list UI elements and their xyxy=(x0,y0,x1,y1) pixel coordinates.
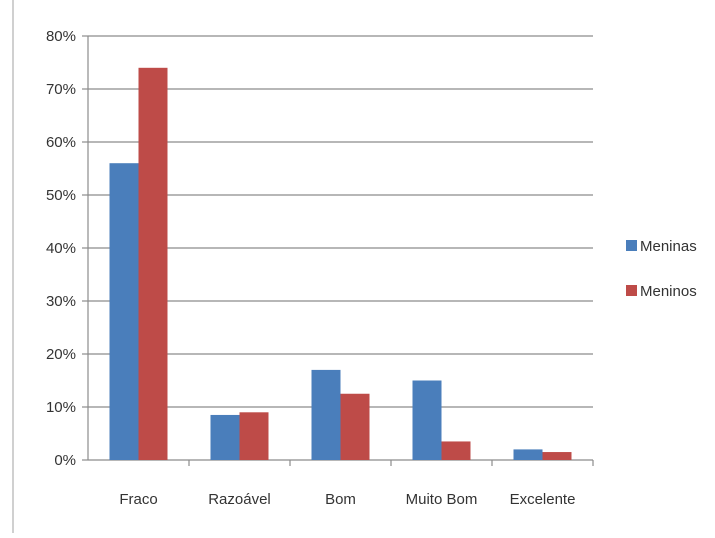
y-tick-label: 30% xyxy=(46,293,76,310)
x-tick-label: Bom xyxy=(325,491,356,508)
y-tick-label: 40% xyxy=(46,240,76,257)
bar-meninas-1 xyxy=(210,414,240,460)
bar-meninas-4 xyxy=(513,449,543,460)
legend-swatch-meninos xyxy=(626,285,637,296)
bars xyxy=(109,67,572,461)
gridlines xyxy=(88,35,593,408)
y-tick-label: 70% xyxy=(46,81,76,98)
y-tick-label: 20% xyxy=(46,346,76,363)
x-tick-labels: Fraco Razoável Bom Muito Bom Excelente xyxy=(119,491,575,508)
bar-meninas-0 xyxy=(109,163,139,460)
bar-meninos-2 xyxy=(340,393,370,460)
bar-meninos-1 xyxy=(239,412,269,460)
legend-label-meninos: Meninos xyxy=(640,283,697,300)
bar-meninos-4 xyxy=(542,452,572,460)
bar-meninos-0 xyxy=(138,67,168,461)
left-border xyxy=(12,0,14,533)
y-tick-label: 50% xyxy=(46,187,76,204)
x-tick-label: Excelente xyxy=(510,491,576,508)
y-tick-labels: 0% 10% 20% 30% 40% 50% 60% 70% 80% xyxy=(46,28,76,469)
bar-meninas-2 xyxy=(311,369,341,460)
legend-swatch-meninas xyxy=(626,240,637,251)
y-tick-label: 10% xyxy=(46,399,76,416)
legend: Meninas Meninos xyxy=(626,238,697,300)
x-tick-label: Muito Bom xyxy=(406,491,478,508)
y-tick-label: 0% xyxy=(54,452,76,469)
x-tick-label: Razoável xyxy=(208,491,271,508)
x-tick-label: Fraco xyxy=(119,491,157,508)
axes xyxy=(82,35,594,466)
bar-meninos-3 xyxy=(441,441,471,460)
legend-label-meninas: Meninas xyxy=(640,238,697,255)
y-tick-label: 60% xyxy=(46,134,76,151)
y-tick-label: 80% xyxy=(46,28,76,45)
bar-meninas-3 xyxy=(412,380,442,460)
